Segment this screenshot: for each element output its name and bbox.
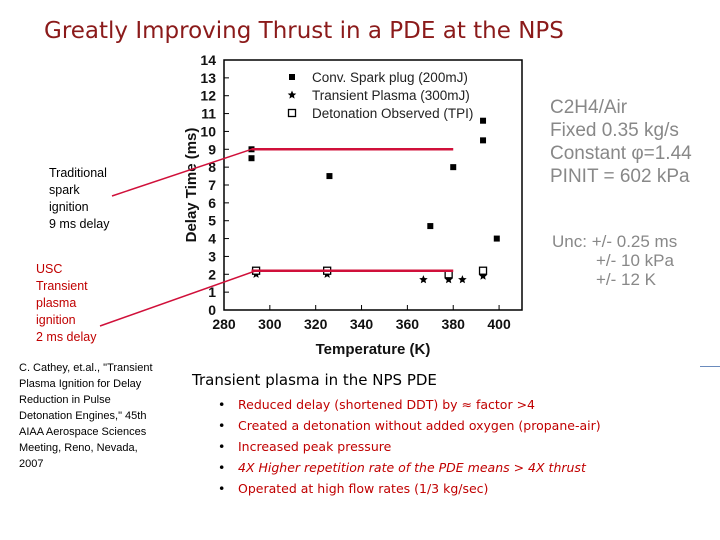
- traditional-label: Traditional spark ignition 9 ms delay: [49, 165, 109, 233]
- y-tick-label: 12: [200, 88, 216, 104]
- traditional-delay: 9 ms delay: [49, 217, 110, 231]
- bullet-item: Created a detonation without added oxyge…: [218, 415, 601, 436]
- data-point: [493, 235, 500, 242]
- uncertainty-time: +/- 0.25 ms: [591, 232, 678, 251]
- y-tick-label: 14: [200, 52, 216, 68]
- citation-line: Plasma Ignition for Delay: [19, 378, 142, 390]
- x-tick-label: 360: [396, 316, 420, 332]
- y-axis-label: Delay Time (ms): [183, 128, 200, 243]
- x-tick-label: 320: [304, 316, 328, 332]
- test-conditions: C2H4/Air Fixed 0.35 kg/s Constant φ=1.44…: [550, 96, 692, 188]
- usc-delay: 2 ms delay: [36, 330, 97, 344]
- x-tick-label: 380: [442, 316, 466, 332]
- usc-line-3: plasma: [36, 296, 77, 310]
- condition-mixture: C2H4/Air: [550, 97, 628, 118]
- legend-label: Transient Plasma (300mJ): [312, 88, 470, 103]
- bullet-item: 4X Higher repetition rate of the PDE mea…: [218, 457, 601, 478]
- legend-marker: [287, 108, 297, 118]
- chart-marks: [248, 117, 500, 284]
- citation-line: 2007: [19, 458, 44, 470]
- traditional-line-3: ignition: [49, 200, 89, 214]
- bullet-item: Operated at high flow rates (1/3 kg/sec): [218, 478, 601, 499]
- traditional-pointer-line: [111, 148, 252, 197]
- y-tick-label: 13: [200, 70, 216, 86]
- traditional-line-2: spark: [49, 183, 80, 197]
- legend-label: Conv. Spark plug (200mJ): [312, 70, 468, 85]
- legend-label: Detonation Observed (TPI): [312, 106, 473, 121]
- condition-flow: Fixed 0.35 kg/s: [550, 120, 679, 141]
- slide-edge-line: [700, 366, 720, 367]
- x-axis-label: Temperature (K): [316, 341, 431, 358]
- data-point: [480, 137, 487, 144]
- x-tick-label: 340: [350, 316, 374, 332]
- x-tick-label: 400: [487, 316, 511, 332]
- y-tick-label: 2: [208, 266, 216, 282]
- usc-pointer-line: [99, 270, 257, 327]
- citation-line: C. Cathey, et.al., "Transient: [19, 362, 153, 374]
- data-point: [480, 117, 487, 124]
- bullet-item: Increased peak pressure: [218, 436, 601, 457]
- citation: C. Cathey, et.al., "Transient Plasma Ign…: [19, 360, 189, 472]
- uncertainty-pressure: +/- 10 kPa: [596, 251, 674, 270]
- legend-marker: [289, 74, 295, 80]
- uncertainty-label: Unc:: [552, 232, 587, 251]
- data-point: [478, 266, 488, 275]
- summary-bullets: Reduced delay (shortened DDT) by ≈ facto…: [218, 394, 601, 499]
- usc-line-1: USC: [36, 262, 63, 276]
- condition-pinit: PINIT = 602 kPa: [550, 166, 690, 187]
- y-tick-label: 4: [208, 231, 216, 247]
- y-tick-label: 1: [208, 284, 216, 300]
- data-point: [478, 271, 488, 280]
- y-tick-label: 9: [208, 141, 216, 157]
- citation-line: AIAA Aerospace Sciences: [19, 426, 147, 438]
- y-tick-label: 6: [208, 195, 216, 211]
- traditional-line-1: Traditional: [49, 166, 107, 180]
- y-tick-label: 7: [208, 177, 216, 193]
- usc-label: USC Transient plasma ignition 2 ms delay: [36, 261, 96, 346]
- y-tick-label: 8: [208, 159, 216, 175]
- summary-heading: Transient plasma in the NPS PDE: [192, 371, 437, 389]
- y-tick-label: 0: [208, 302, 216, 318]
- citation-line: Meeting, Reno, Nevada,: [19, 442, 138, 454]
- data-point: [458, 275, 467, 284]
- usc-line-2: Transient: [36, 279, 88, 293]
- citation-line: Reduction in Pulse: [19, 394, 111, 406]
- data-point: [427, 223, 434, 230]
- y-tick-label: 10: [200, 123, 216, 139]
- y-tick-label: 11: [201, 106, 216, 122]
- legend-marker: [287, 90, 297, 99]
- x-tick-label: 300: [258, 316, 282, 332]
- data-point: [326, 173, 333, 180]
- x-tick-label: 280: [212, 316, 236, 332]
- y-tick-label: 5: [208, 213, 216, 229]
- data-point: [419, 275, 428, 284]
- annotation-lines: [99, 148, 454, 327]
- data-point: [444, 275, 453, 284]
- chart-legend: Conv. Spark plug (200mJ) Transient Plasma…: [287, 70, 473, 121]
- citation-line: Detonation Engines," 45th: [19, 410, 147, 422]
- usc-line-4: ignition: [36, 313, 76, 327]
- y-tick-label: 3: [208, 248, 216, 264]
- slide-title: Greatly Improving Thrust in a PDE at the…: [44, 18, 564, 44]
- bullet-item: Reduced delay (shortened DDT) by ≈ facto…: [218, 394, 601, 415]
- uncertainty-block: Unc: +/- 0.25 ms +/- 10 kPa +/- 12 K: [552, 232, 677, 289]
- uncertainty-temperature: +/- 12 K: [596, 270, 657, 289]
- condition-phi: Constant φ=1.44: [550, 143, 692, 164]
- data-point: [450, 164, 457, 171]
- data-point: [248, 155, 255, 162]
